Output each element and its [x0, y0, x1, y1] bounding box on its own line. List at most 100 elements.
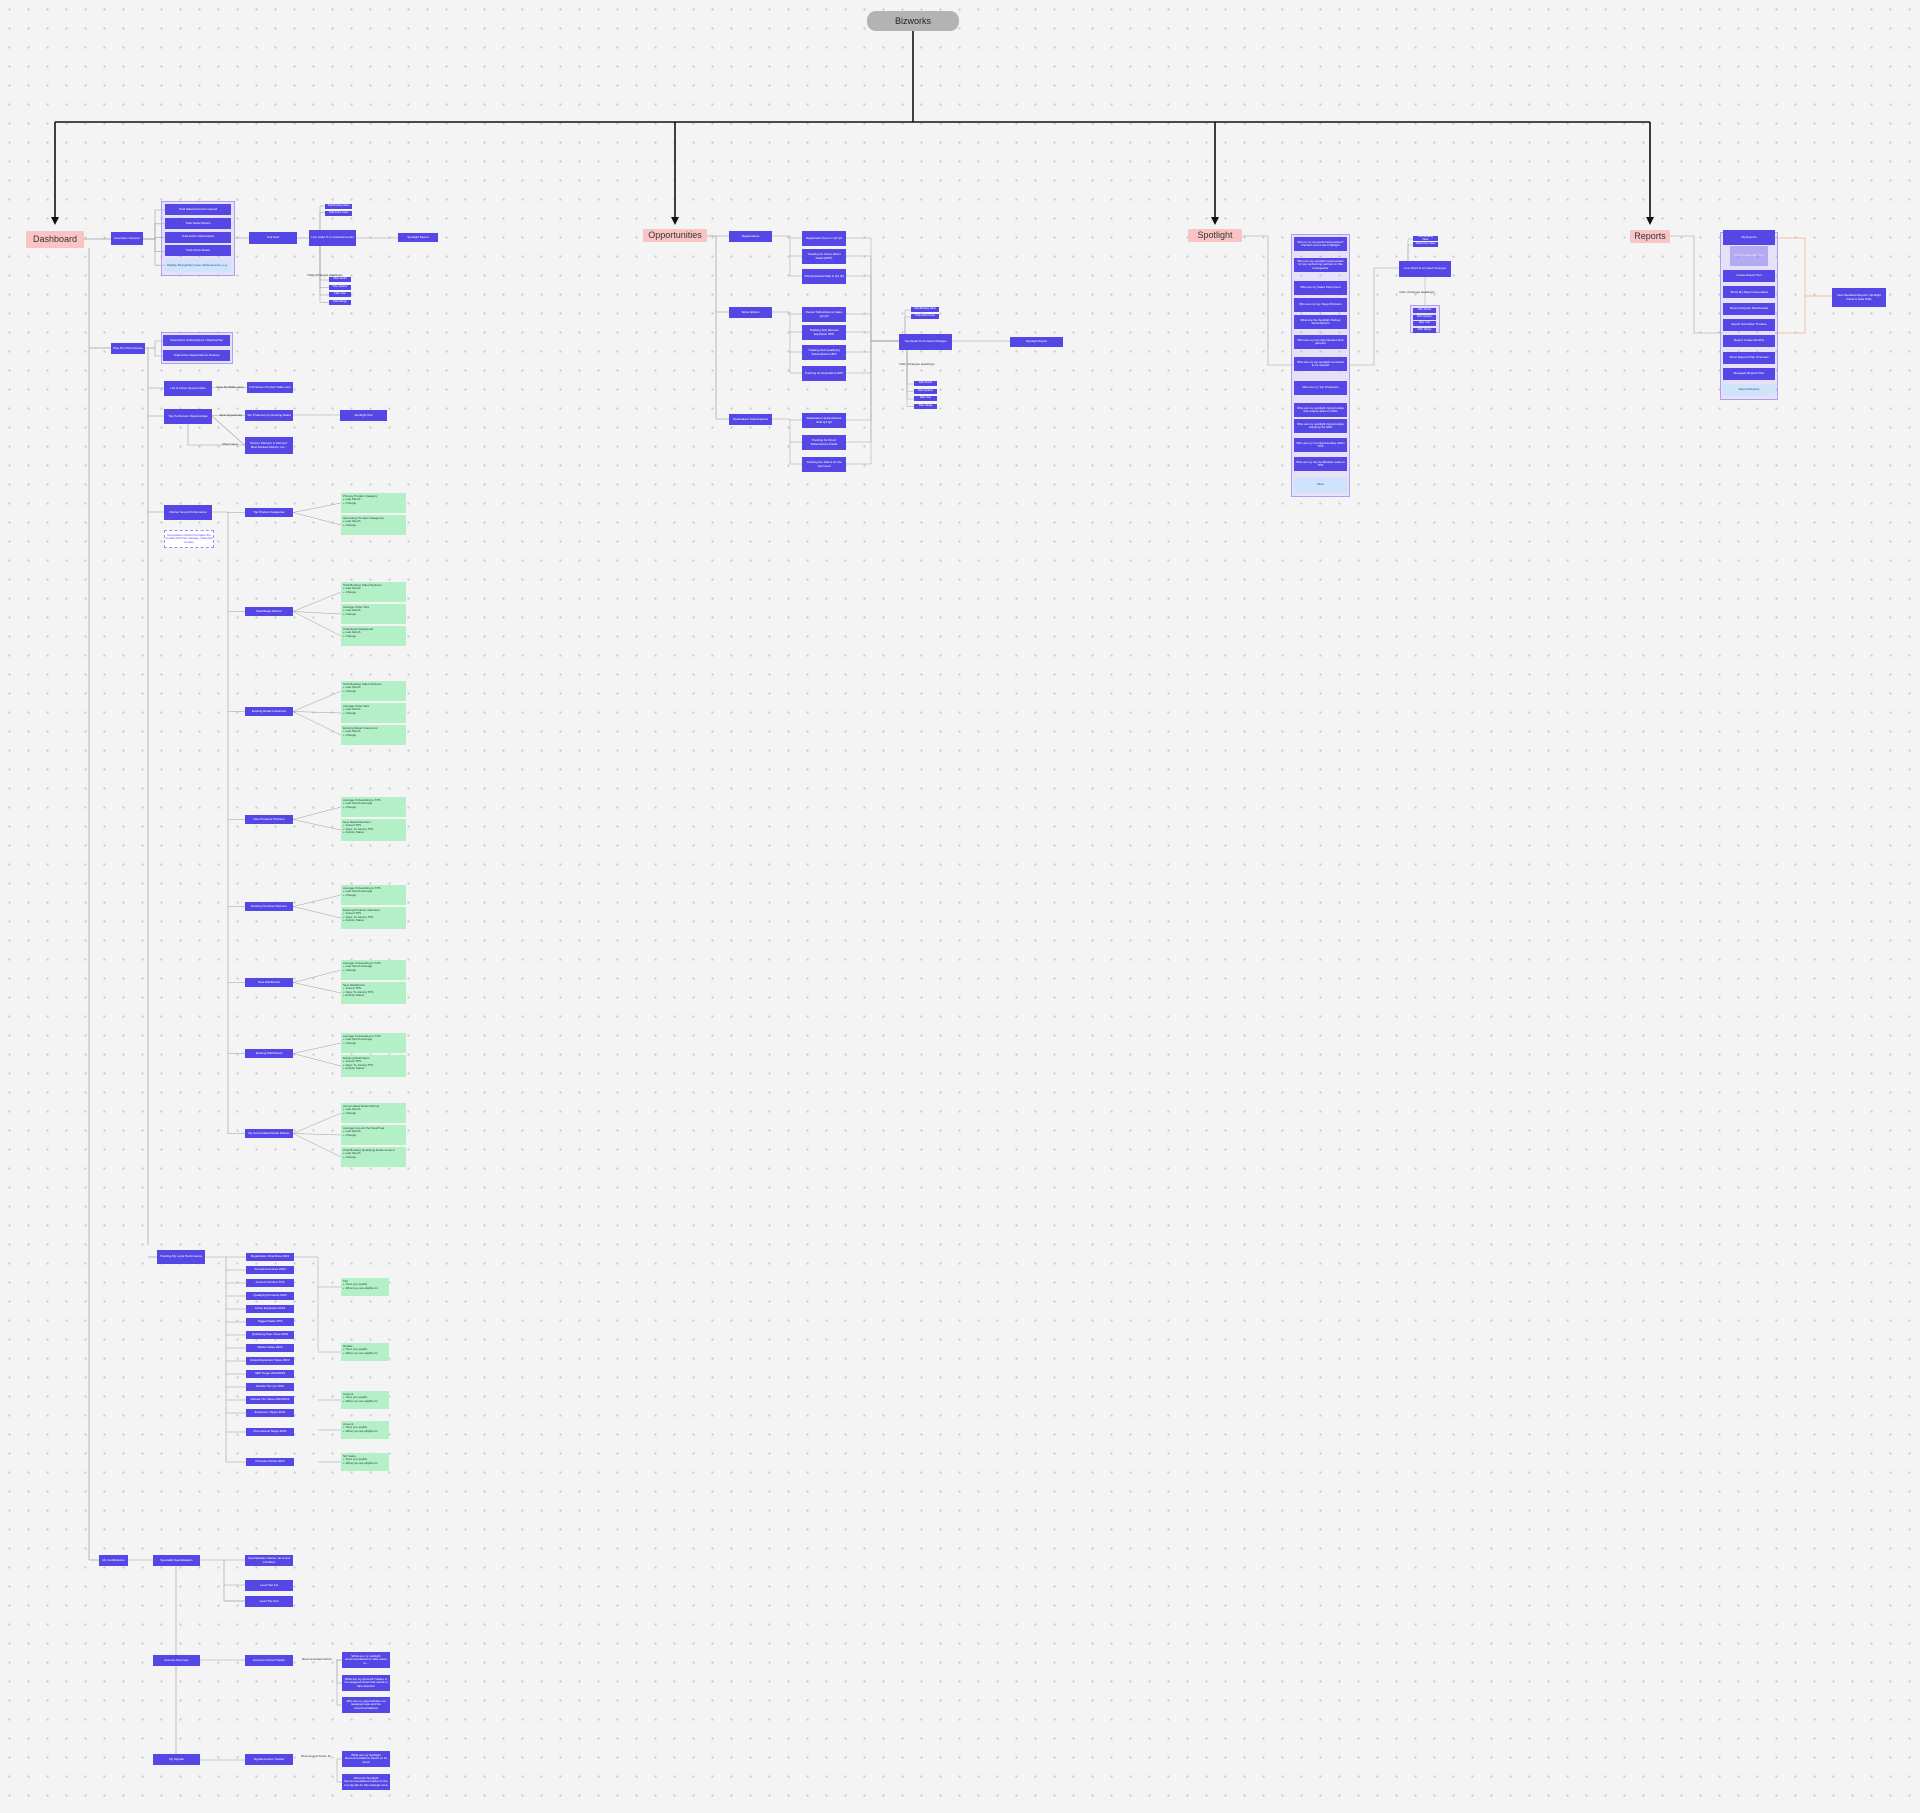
overview-metric-2[interactable]: Total Active Subscription: [165, 231, 231, 243]
opp-mini-filter-0[interactable]: Filter Month: [914, 381, 937, 386]
spotlight-question-4[interactable]: What are the Spotlight Partner Subscript…: [1294, 315, 1347, 329]
reports-item-3[interactable]: Report Scheduler Timeline: [1723, 318, 1775, 331]
opp-mini-top-1[interactable]: Total Active Users: [911, 314, 939, 319]
tracking-item-2[interactable]: Account Number TPS: [246, 1279, 294, 1287]
spot-mini-filter-0[interactable]: Filter Month: [1413, 308, 1436, 313]
dashboard-overview-node[interactable]: Overview / Account: [111, 232, 143, 245]
opp-item-2-2[interactable]: Tracking the Status for the Approved: [802, 457, 846, 472]
mini-filter-2[interactable]: Filter Year: [329, 292, 351, 297]
mini-filter-0[interactable]: Filter Month: [329, 277, 351, 282]
my-certifications-node[interactable]: My Certifications: [99, 1555, 128, 1566]
cert-item-0[interactable]: Specialisation Starter 1st & 2nd Conditi…: [245, 1555, 293, 1566]
tracking-item-13[interactable]: Promotional Target 2023: [246, 1428, 294, 1436]
metric-node-1[interactable]: Rate/Stage Metrics: [245, 607, 293, 616]
opp-mini-filter-1[interactable]: Filter Quarter: [914, 388, 937, 394]
mini-filter-3[interactable]: Filter Range: [329, 299, 351, 305]
tracking-item-5[interactable]: Tagged Sales TPS: [246, 1318, 294, 1326]
reports-item-5[interactable]: Show Reports Plan Overview: [1723, 351, 1775, 364]
spotlight-question-7[interactable]: Who are my Top Producers: [1294, 381, 1347, 395]
overview-metric-4[interactable]: Display Recognition (user achievements, …: [165, 259, 231, 273]
tracking-item-1[interactable]: Annual Incentives 2023: [246, 1266, 294, 1274]
tracking-item-6[interactable]: Qualifying Pipe Close 2023: [246, 1331, 294, 1339]
view-report-node[interactable]: Spotlight Report: [398, 233, 438, 242]
metric-node-5[interactable]: New Distributors: [245, 978, 293, 987]
reports-item-7[interactable]: Report Recents: [1723, 384, 1775, 397]
spotlight-question-6[interactable]: Who are my top spotlight Contracts to be…: [1294, 357, 1347, 371]
opp-group-2[interactable]: Dealmakers Subscriptions: [729, 414, 772, 425]
tracking-item-8[interactable]: Exited Expansion Sales 2023: [246, 1357, 294, 1365]
spotlight-question-3[interactable]: Who are my top Target Partners: [1294, 298, 1347, 312]
tracking-item-11[interactable]: Rebate Tier Value 2022/2023: [246, 1396, 294, 1404]
my-signals-node[interactable]: My Signals: [153, 1754, 200, 1765]
spot-mini-filter-2[interactable]: Filter Year: [1413, 321, 1436, 326]
section-dashboard[interactable]: Dashboard: [26, 231, 84, 248]
metric-node-6[interactable]: Existing Distributors: [245, 1049, 293, 1058]
mini-top-0[interactable]: Total Booking Value: [325, 204, 352, 209]
signals-question-0[interactable]: What are my Spotlight Recommendations ba…: [342, 1751, 390, 1767]
spotlight-question-1[interactable]: Who are top spotlight opportunities for …: [1294, 258, 1347, 272]
opp-item-1-2[interactable]: Tracking Sub Qualifying Subscriptions NP…: [802, 345, 846, 360]
tracking-item-12[interactable]: Expansion Target 2023: [246, 1409, 294, 1417]
cert-item-1[interactable]: Level Tier 1st: [245, 1580, 293, 1591]
opp-item-0-0[interactable]: Registration Fees in Q4 Q3: [802, 231, 846, 246]
spot-mini-top-1[interactable]: Total Active Users: [1413, 242, 1438, 247]
metric-node-4[interactable]: Existing Producer Partners: [245, 902, 293, 911]
partner-item-0[interactable]: List of Active Opportunities: [164, 381, 212, 396]
mini-filter-1[interactable]: Filter Quarter: [329, 284, 351, 290]
reports-standard-node[interactable]: View Standard Reports: Spotlight Panel &…: [1832, 288, 1886, 307]
signals-question-1[interactable]: What are Spotlight Recommendations based…: [342, 1774, 390, 1790]
opp-item-0-2[interactable]: Total Expected Date in Q4 Q3: [802, 269, 846, 284]
opp-group-0[interactable]: Registrations: [729, 231, 772, 242]
spotlight-question-5[interactable]: Who are my top Opportunities Sub partner…: [1294, 335, 1347, 349]
reports-faded-node[interactable]: Report Generate Tool: [1730, 246, 1768, 266]
spot-mini-filter-1[interactable]: Filter Quarter: [1413, 314, 1436, 320]
reports-item-4[interactable]: Report Create Monthly: [1723, 335, 1775, 348]
spot-mini-filter-3[interactable]: Filter Range: [1413, 327, 1436, 333]
account-summary-node[interactable]: Account Summary: [153, 1655, 200, 1666]
spot-mini-top-0[interactable]: Total Booking Value: [1413, 236, 1438, 241]
tracking-item-0[interactable]: Registration Final Rate 2023: [246, 1253, 294, 1261]
overview-metric-3[interactable]: Total Churn Rates: [165, 245, 231, 257]
opp-mini-top-0[interactable]: Total Booking Value: [911, 307, 939, 312]
pipe-metric-1[interactable]: Total Active Registrations/ Finance: [163, 350, 230, 361]
tracking-item-9[interactable]: SEP Target 2022/2023: [246, 1370, 294, 1378]
opp-item-2-1[interactable]: Tracking for Direct Subscriptions Fields: [802, 435, 846, 450]
account-tracker-node[interactable]: Account Control Tracker: [245, 1655, 293, 1666]
tracking-item-14[interactable]: Provision Points 2023: [246, 1458, 294, 1466]
spotlight-question-9[interactable]: Who are my spotlight Opportunities requi…: [1294, 419, 1347, 433]
tracking-item-3[interactable]: Qualifying Products 2023: [246, 1292, 294, 1300]
partner-item-2[interactable]: Partner Group Performance: [164, 505, 212, 520]
opp-item-1-1[interactable]: Tracking Sub Renews Expiration NPP: [802, 325, 846, 340]
spotlight-question-8[interactable]: Who are my spotlight Opportunities that …: [1294, 403, 1347, 417]
metric-node-7[interactable]: My Accumulated Deals Partner: [245, 1129, 293, 1138]
reports-item-2[interactable]: Recent Reports Dashboards: [1723, 302, 1775, 315]
mini-top-1[interactable]: Total Active Users: [325, 210, 352, 216]
opp-item-1-0[interactable]: Recent Subscriptions Sales Q4 Q3: [802, 307, 846, 322]
opp-view-report[interactable]: Spotlight Report: [1010, 337, 1063, 347]
partner-item-1[interactable]: Top Performers Opportunities: [164, 409, 212, 424]
account-question-2[interactable]: Why are my opportunities not assigned re…: [342, 1697, 390, 1713]
section-reports[interactable]: Reports: [1630, 230, 1670, 243]
overview-metric-0[interactable]: Total Sales/Accounts Gained: [165, 204, 231, 215]
opp-mini-filter-2[interactable]: Filter Year: [914, 396, 937, 401]
section-opportunities[interactable]: Opportunities: [643, 229, 707, 242]
reports-item-6[interactable]: Managed Reports Plan: [1723, 367, 1775, 380]
opp-item-1-3[interactable]: Tracking for Expirations NPP: [802, 366, 846, 381]
spotlight-question-10[interactable]: Who are my top Opportunities within TPS: [1294, 438, 1347, 452]
opp-group-1[interactable]: Subscriptions: [729, 307, 772, 318]
signals-tracker-node[interactable]: Signals Events Tracker: [245, 1754, 293, 1765]
cert-specialist-node[interactable]: Specialist Specialisation: [153, 1555, 200, 1566]
opp-mini-filter-3[interactable]: Filter Range: [914, 403, 937, 409]
tracking-item-4[interactable]: Active Expansion 2023: [246, 1305, 294, 1313]
pipe-performance-node[interactable]: Pipe Per Performance: [111, 343, 145, 354]
tracking-item-10[interactable]: Rebate Tier Q1 2023: [246, 1383, 294, 1391]
spotlight-question-0[interactable]: Who is my top performing partner? Partne…: [1294, 237, 1347, 251]
pipe-metric-0[interactable]: Total Active Subscriptions / Pipeline/To…: [163, 335, 230, 346]
tracking-item-7[interactable]: Market Sales 2023: [246, 1344, 294, 1352]
account-question-0[interactable]: What are my spotlight recommendations to…: [342, 1652, 390, 1668]
spotlight-tool-node[interactable]: Spotlight Tool: [340, 410, 387, 421]
partner-detail-2[interactable]: Bottom Partners & Partners' Best Ranked …: [245, 437, 293, 454]
reports-item-0[interactable]: Create Report Tool: [1723, 270, 1775, 282]
metric-node-0[interactable]: Top Product Categories: [245, 508, 293, 517]
spotlight-question-12[interactable]: More: [1294, 477, 1347, 493]
